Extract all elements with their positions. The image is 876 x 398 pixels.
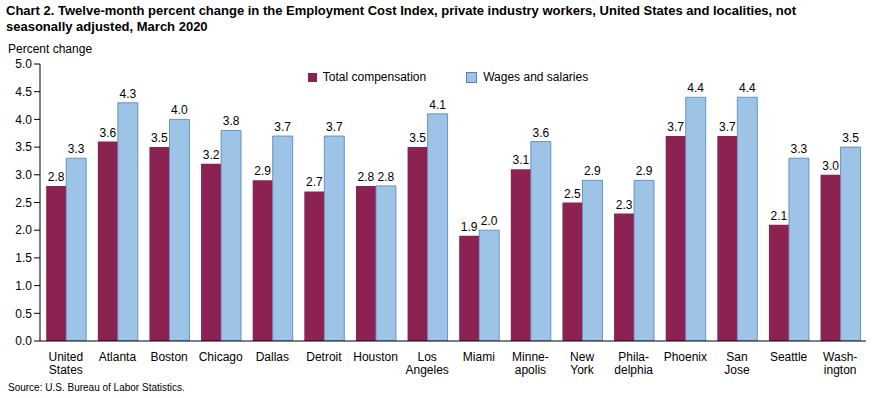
svg-text:3.6: 3.6 — [99, 126, 116, 140]
svg-text:3.7: 3.7 — [719, 120, 736, 134]
svg-text:Atlanta: Atlanta — [99, 350, 137, 364]
svg-text:2.0: 2.0 — [481, 214, 498, 228]
html-text:Source: U.S. Bureau of Labor S: Source: U.S. Bureau of Labor Statistics. — [8, 382, 185, 393]
svg-text:3.5: 3.5 — [409, 131, 426, 145]
svg-text:3.7: 3.7 — [667, 120, 684, 134]
svg-text:3.7: 3.7 — [326, 120, 343, 134]
svg-text:3.2: 3.2 — [203, 148, 220, 162]
svg-text:Wash-ington: Wash-ington — [823, 350, 857, 377]
svg-text:4.1: 4.1 — [429, 98, 446, 112]
svg-text:Boston: Boston — [150, 350, 187, 364]
html-text:Percent change: Percent change — [8, 42, 93, 56]
svg-text:3.3: 3.3 — [791, 142, 808, 156]
svg-text:2.7: 2.7 — [306, 175, 323, 189]
svg-text:2.5: 2.5 — [564, 187, 581, 201]
svg-text:2.9: 2.9 — [254, 164, 271, 178]
svg-text:3.7: 3.7 — [274, 120, 291, 134]
svg-text:3.8: 3.8 — [223, 114, 240, 128]
svg-text:4.5: 4.5 — [15, 85, 32, 99]
svg-text:3.1: 3.1 — [512, 153, 529, 167]
svg-text:2.3: 2.3 — [616, 198, 633, 212]
svg-text:Chicago: Chicago — [199, 350, 243, 364]
svg-text:2.8: 2.8 — [358, 170, 375, 184]
svg-text:4.4: 4.4 — [739, 81, 756, 95]
svg-text:4.0: 4.0 — [171, 103, 188, 117]
svg-text:2.5: 2.5 — [15, 196, 32, 210]
svg-text:1.9: 1.9 — [461, 220, 478, 234]
svg-text:3.0: 3.0 — [15, 168, 32, 182]
svg-text:Minne-apolis: Minne-apolis — [512, 350, 549, 377]
svg-text:2.1: 2.1 — [771, 209, 788, 223]
svg-text:Dallas: Dallas — [256, 350, 289, 364]
svg-text:3.3: 3.3 — [68, 142, 85, 156]
svg-text:SanJose: SanJose — [724, 350, 750, 377]
svg-text:4.3: 4.3 — [119, 87, 136, 101]
svg-text:0.0: 0.0 — [15, 334, 32, 348]
svg-text:2.9: 2.9 — [636, 164, 653, 178]
svg-text:3.5: 3.5 — [15, 140, 32, 154]
svg-text:LosAngeles: LosAngeles — [406, 350, 449, 377]
svg-text:0.5: 0.5 — [15, 307, 32, 321]
svg-text:2.0: 2.0 — [15, 223, 32, 237]
svg-text:Phoenix: Phoenix — [664, 350, 707, 364]
html-text:Total compensation: Total compensation — [322, 70, 427, 84]
svg-text:NewYork: NewYork — [570, 350, 595, 377]
html-text:Wages and salaries: Wages and salaries — [483, 70, 589, 84]
svg-text:1.0: 1.0 — [15, 279, 32, 293]
svg-text:4.0: 4.0 — [15, 113, 32, 127]
svg-text:4.4: 4.4 — [687, 81, 704, 95]
svg-text:5.0: 5.0 — [15, 57, 32, 71]
svg-text:3.5: 3.5 — [151, 131, 168, 145]
svg-text:Phila-delphia: Phila-delphia — [614, 350, 653, 377]
svg-text:2.8: 2.8 — [48, 170, 65, 184]
svg-text:2.9: 2.9 — [584, 164, 601, 178]
svg-text:Miami: Miami — [463, 350, 495, 364]
svg-text:Houston: Houston — [353, 350, 398, 364]
svg-text:3.6: 3.6 — [532, 126, 549, 140]
svg-text:Seattle: Seattle — [770, 350, 808, 364]
svg-text:3.5: 3.5 — [842, 131, 859, 145]
svg-text:1.5: 1.5 — [15, 251, 32, 265]
svg-text:2.8: 2.8 — [378, 170, 395, 184]
svg-text:Detroit: Detroit — [306, 350, 342, 364]
svg-text:UnitedStates: UnitedStates — [48, 350, 83, 377]
html-text:Chart 2. Twelve-month percent: Chart 2. Twelve-month percent change in … — [6, 3, 796, 34]
svg-text:3.0: 3.0 — [822, 159, 839, 173]
